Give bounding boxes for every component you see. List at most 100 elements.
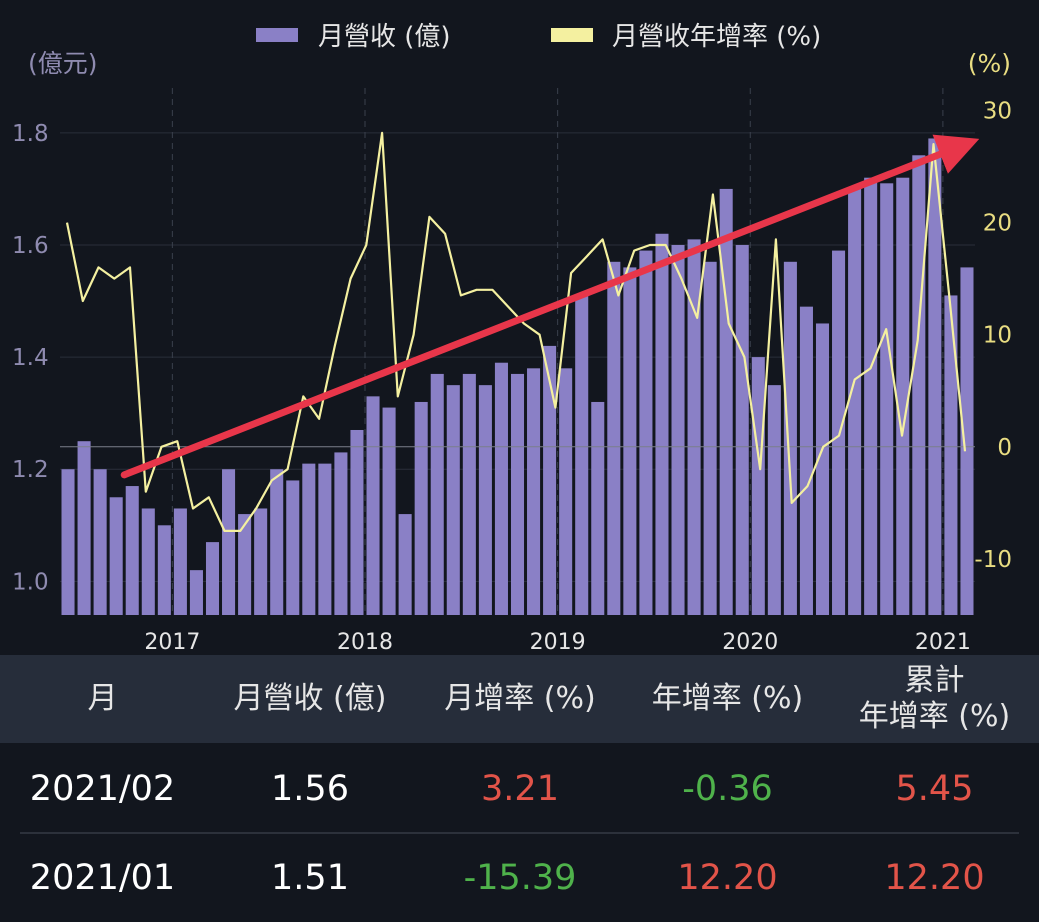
y-left-tick-label: 1.0 (12, 569, 49, 595)
revenue-bar (494, 362, 508, 615)
revenue-bar (189, 570, 203, 615)
revenue-bar (767, 385, 781, 615)
revenue-bar (607, 261, 621, 615)
x-tick-label: 2021 (915, 630, 971, 655)
revenue-bar (815, 323, 830, 615)
revenue-bar (912, 155, 926, 615)
y-right-tick-label: -10 (974, 547, 1012, 573)
revenue-bar (318, 463, 332, 615)
revenue-bar (109, 497, 123, 615)
revenue-bar (735, 244, 749, 615)
cell-mom: 3.21 (481, 769, 559, 809)
revenue-bar (751, 357, 765, 615)
revenue-bar (832, 250, 846, 615)
cell-revenue: 1.51 (271, 858, 349, 898)
x-tick-label: 2020 (722, 630, 778, 655)
revenue-bar (205, 542, 220, 615)
revenue-bar (446, 385, 460, 615)
revenue-bar (928, 138, 942, 615)
legend-line-swatch (551, 28, 593, 42)
revenue-bar (880, 183, 894, 615)
revenue-bar (414, 401, 428, 615)
table-row[interactable]: 2021/02 1.56 3.21 -0.36 5.45 (0, 745, 1039, 833)
y-right-tick-label: 0 (997, 435, 1012, 461)
y-left-tick-label: 1.8 (12, 121, 49, 147)
revenue-bar (944, 295, 958, 615)
cell-mom: -15.39 (463, 858, 577, 898)
cell-month: 2021/01 (29, 858, 176, 898)
revenue-bar (783, 261, 797, 615)
revenue-bar (559, 368, 573, 615)
y-right-tick-label: 20 (983, 211, 1012, 237)
revenue-bar (334, 452, 348, 615)
x-tick-label: 2018 (337, 630, 393, 655)
revenue-bar (430, 373, 444, 615)
cell-cum-yoy: 12.20 (884, 858, 985, 898)
trend-arrow (120, 134, 980, 479)
revenue-bar (510, 373, 525, 615)
revenue-bar (61, 469, 75, 615)
revenue-bar (350, 429, 364, 615)
revenue-bar (141, 508, 155, 615)
y-right-tick-label: 30 (983, 98, 1012, 124)
revenue-bar (655, 233, 669, 615)
revenue-bar (302, 463, 316, 615)
revenue-bar (848, 188, 862, 615)
revenue-bar (366, 396, 380, 615)
revenue-bar (222, 469, 236, 615)
legend-line-label: 月營收年增率 (%) (612, 22, 821, 52)
table-row[interactable]: 2021/01 1.51 -15.39 12.20 12.20 (0, 834, 1039, 922)
revenue-bar (77, 441, 91, 615)
header-month: 月 (87, 681, 118, 716)
header-revenue: 月營收 (億) (233, 681, 387, 716)
revenue-bar (173, 508, 187, 615)
table-header: 月 月營收 (億) 月增率 (%) 年增率 (%) 累計 年增率 (%) (0, 655, 1039, 743)
revenue-bar (639, 250, 653, 615)
revenue-bar (799, 306, 813, 615)
revenue-bar (623, 267, 637, 615)
y-left-tick-label: 1.4 (12, 345, 49, 371)
legend-bar-label: 月營收 (億) (318, 22, 451, 52)
y-left-tick-label: 1.6 (12, 233, 49, 259)
revenue-bar (478, 385, 492, 615)
revenue-bar (575, 295, 589, 615)
cell-yoy: -0.36 (682, 769, 773, 809)
y-left-unit: (億元) (28, 49, 98, 78)
header-yoy: 年增率 (%) (651, 681, 804, 716)
revenue-bar (591, 401, 605, 615)
yoy-growth-line (65, 131, 967, 533)
revenue-bar (398, 514, 412, 615)
header-mom: 月增率 (%) (444, 681, 596, 716)
x-tick-label: 2019 (530, 630, 586, 655)
revenue-bar (543, 345, 557, 615)
revenue-bar (157, 525, 171, 615)
revenue-bar (896, 177, 910, 615)
revenue-bar (960, 267, 974, 615)
revenue-bar (238, 514, 252, 615)
cell-cum-yoy: 5.45 (895, 769, 974, 809)
revenue-bar (719, 188, 733, 615)
cell-yoy: 12.20 (677, 858, 778, 898)
revenue-chart: 1.0 1.2 1.4 1.6 1.8 30 20 10 0 -10 (億元) (%) 2017 2018… (12, 22, 1012, 655)
cell-month: 2021/02 (29, 769, 176, 809)
row-divider (20, 832, 1019, 834)
legend-bar-swatch (256, 28, 298, 42)
revenue-bar (703, 261, 717, 615)
x-tick-label: 2017 (144, 630, 200, 655)
revenue-bar (270, 469, 284, 615)
header-cum-yoy: 累計 年增率 (%) (858, 663, 1011, 734)
revenue-bar (864, 177, 878, 615)
y-left-tick-label: 1.2 (12, 457, 49, 483)
revenue-bar (125, 486, 139, 615)
revenue-bar (382, 407, 396, 615)
revenue-bar (462, 373, 476, 615)
revenue-bar (687, 239, 701, 615)
revenue-bar (671, 244, 685, 615)
revenue-bar (286, 480, 300, 615)
revenue-bar (527, 368, 541, 615)
cell-revenue: 1.56 (271, 769, 349, 809)
revenue-bar (254, 508, 268, 615)
revenue-bar (93, 469, 107, 615)
y-right-unit: (%) (968, 49, 1011, 78)
y-right-tick-label: 10 (983, 323, 1012, 349)
